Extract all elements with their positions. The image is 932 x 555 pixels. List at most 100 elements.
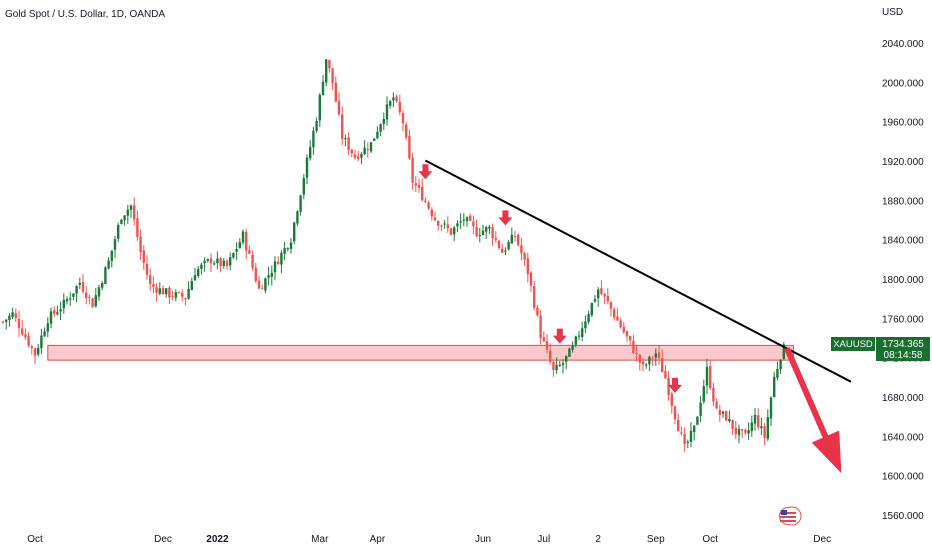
flag-icon[interactable] (779, 506, 802, 526)
candle-body (325, 59, 328, 83)
candle-body (632, 340, 635, 354)
time-tick-label: Jul (537, 534, 550, 545)
candle-body (661, 357, 664, 373)
candle-body (510, 234, 513, 244)
candle-body (613, 309, 616, 318)
candle-body (270, 272, 273, 277)
time-axis[interactable]: Oct Dec 2022 Mar Apr Jun Jul 2 Sep Oct Dec (27, 534, 831, 545)
candle-body (587, 314, 590, 323)
candle-body (267, 275, 270, 278)
candle-body (353, 154, 357, 158)
candle-body (734, 428, 737, 435)
candle-body (520, 245, 523, 254)
candle-body (8, 315, 11, 320)
candle-body (725, 411, 728, 421)
candle-body (193, 275, 197, 281)
candle-body (641, 361, 645, 365)
candle-body (257, 280, 261, 289)
candle-body (328, 59, 331, 69)
candle-body (158, 288, 161, 294)
candle-body (149, 275, 152, 284)
candle-body (654, 353, 657, 358)
candle-body (69, 298, 72, 300)
candle-body (389, 101, 392, 106)
candle-body (145, 263, 149, 275)
candle-body (715, 401, 718, 409)
candle-body (139, 236, 142, 252)
candle-body (545, 341, 549, 350)
candle-body (133, 205, 136, 220)
price-tick-label: 2000.000 (882, 78, 924, 89)
candle-body (491, 227, 494, 239)
candle-body (590, 302, 593, 316)
candle-body (37, 347, 40, 355)
candle-body (142, 250, 145, 263)
candle-body (478, 235, 481, 237)
candle-body (405, 124, 408, 138)
candle-body (421, 186, 424, 201)
candle-body (619, 320, 622, 328)
time-tick-label: Dec (154, 534, 172, 545)
symbol-tag (831, 337, 875, 351)
candle-body (398, 101, 401, 113)
candle-body (206, 259, 209, 262)
candle-body (539, 315, 542, 339)
candle-body (245, 231, 248, 251)
resistance-trendline[interactable] (424, 159, 852, 383)
candle-body (462, 219, 465, 221)
candle-body (693, 425, 696, 433)
candle-body (456, 223, 459, 227)
candle-body (581, 328, 584, 337)
candle-body (571, 345, 574, 350)
candle-body (705, 366, 709, 386)
candle-body (117, 225, 120, 239)
candle-body (584, 321, 587, 329)
candle-body (65, 299, 69, 302)
candle-body (318, 94, 321, 121)
candle-body (286, 248, 289, 250)
candle-body (97, 287, 101, 297)
candle-body (222, 260, 225, 266)
candle-body (337, 100, 341, 115)
candle-body (200, 264, 203, 269)
candle-body (331, 68, 334, 84)
candle-body (561, 363, 565, 366)
candle-body (203, 260, 206, 264)
candle-body (273, 261, 277, 273)
candle-body (395, 96, 398, 102)
candle-body (254, 268, 257, 282)
candle-body (360, 154, 363, 158)
candle-body (606, 295, 609, 302)
candle-body (296, 211, 299, 224)
candle-body (408, 135, 411, 159)
time-tick-label: 2 (595, 534, 601, 545)
candle-body (312, 130, 315, 148)
currency-label: USD (882, 7, 903, 18)
candle-body (577, 335, 581, 337)
candle-body (565, 355, 568, 362)
candle-body (533, 286, 536, 308)
time-tick-label: Sep (647, 534, 665, 545)
candle-body (501, 248, 504, 253)
candle-body (753, 414, 757, 424)
candle-body (161, 288, 165, 295)
candle-body (472, 221, 475, 227)
candle-body (382, 118, 385, 124)
candle-body (433, 217, 437, 221)
time-tick-label: Oct (27, 534, 43, 545)
price-tag (876, 337, 930, 361)
candle-body (469, 215, 472, 221)
candle-body (75, 285, 78, 294)
candle-body (379, 124, 382, 132)
candle-body (779, 360, 782, 370)
candle-body (728, 418, 731, 422)
candle-body (494, 237, 497, 240)
candle-body (417, 184, 421, 188)
candle-body (1, 321, 5, 323)
candle-body (104, 267, 107, 285)
down-arrow-icon (668, 377, 682, 393)
price-tick-label: 1800.000 (882, 275, 924, 286)
support-zone (47, 344, 794, 361)
